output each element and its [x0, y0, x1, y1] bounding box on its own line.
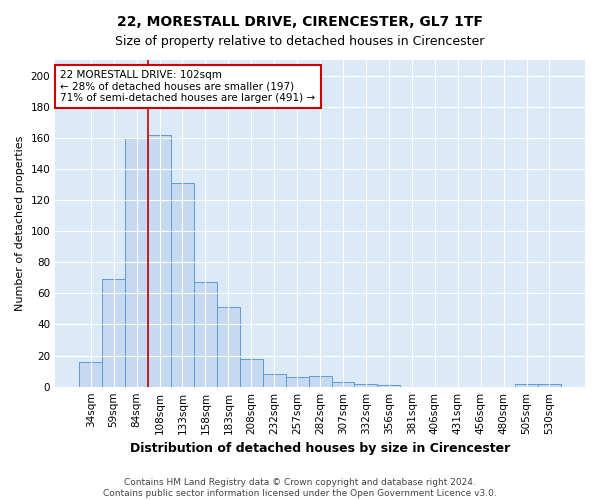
Bar	[263, 374, 286, 386]
Y-axis label: Number of detached properties: Number of detached properties	[15, 136, 25, 311]
Bar	[79, 362, 102, 386]
Bar	[538, 384, 561, 386]
Text: 22 MORESTALL DRIVE: 102sqm
← 28% of detached houses are smaller (197)
71% of sem: 22 MORESTALL DRIVE: 102sqm ← 28% of deta…	[61, 70, 316, 103]
Bar	[194, 282, 217, 387]
Bar	[240, 358, 263, 386]
Bar	[217, 308, 240, 386]
Bar	[102, 280, 125, 386]
Bar	[355, 384, 377, 386]
Text: Contains HM Land Registry data © Crown copyright and database right 2024.
Contai: Contains HM Land Registry data © Crown c…	[103, 478, 497, 498]
Bar	[171, 183, 194, 386]
Bar	[377, 385, 400, 386]
Text: Size of property relative to detached houses in Cirencester: Size of property relative to detached ho…	[115, 35, 485, 48]
Bar	[332, 382, 355, 386]
Bar	[286, 378, 308, 386]
Bar	[308, 376, 332, 386]
Text: 22, MORESTALL DRIVE, CIRENCESTER, GL7 1TF: 22, MORESTALL DRIVE, CIRENCESTER, GL7 1T…	[117, 15, 483, 29]
Bar	[125, 138, 148, 386]
Bar	[515, 384, 538, 386]
X-axis label: Distribution of detached houses by size in Cirencester: Distribution of detached houses by size …	[130, 442, 510, 455]
Bar	[148, 134, 171, 386]
